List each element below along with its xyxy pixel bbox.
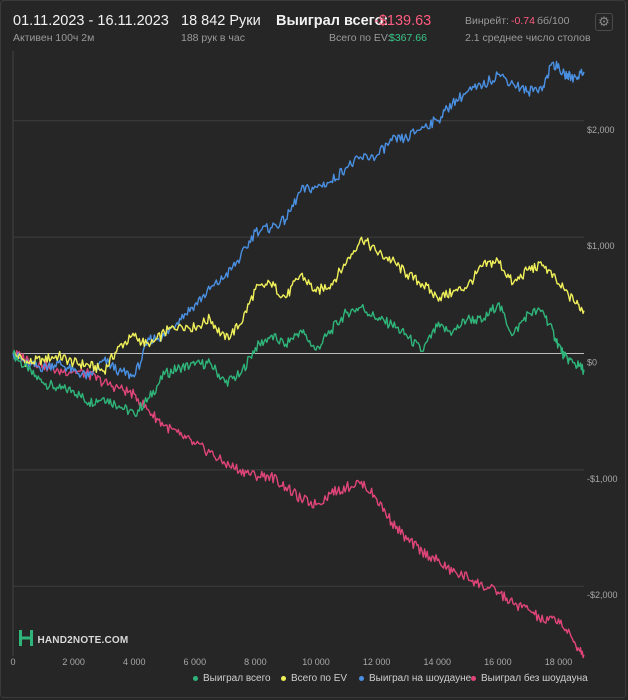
won-total-value: -$139.63: [374, 13, 432, 29]
logo-text: HAND2NOTE.COM: [37, 635, 129, 646]
series-line: [12, 60, 585, 380]
x-tick-label: 4 000: [123, 657, 146, 667]
winrate-unit: бб/100: [537, 15, 570, 27]
active-time: Активен 100ч 2м: [13, 32, 95, 44]
legend-label: Выиграл на шоудауне: [369, 673, 472, 684]
legend-dot-icon: [359, 675, 364, 681]
series-line: [12, 350, 585, 659]
legend-label: Всего по EV: [291, 673, 348, 684]
chart-legend: Выиграл всего Всего по EV Выиграл на шоуда…: [1, 673, 625, 693]
x-tick-label: 14 000: [423, 657, 451, 667]
average-tables: 2.1 среднее число столов: [465, 32, 591, 44]
legend-dot-icon: [193, 675, 198, 681]
x-tick-label: 8 000: [244, 657, 267, 667]
x-tick-label: 6 000: [184, 657, 207, 667]
y-tick-label: $0: [587, 358, 597, 368]
y-tick-label: $2,000: [587, 125, 615, 135]
x-tick-label: 16 000: [484, 657, 512, 667]
y-tick-label: $1,000: [587, 241, 615, 251]
x-tick-label: 0: [10, 657, 15, 667]
won-total-label: Выиграл всего:: [276, 13, 389, 29]
legend-dot-icon: [471, 675, 476, 681]
x-tick-label: 18 000: [545, 657, 573, 667]
ev-total-value: $367.66: [389, 32, 427, 44]
x-tick-label: 2 000: [62, 657, 85, 667]
winrate-value: -0.74: [511, 15, 535, 27]
hand2note-logo: HAND2NOTE.COM: [19, 630, 128, 651]
date-range[interactable]: 01.11.2023 - 16.11.2023: [13, 13, 169, 29]
legend-item[interactable]: Выиграл всего: [193, 673, 271, 684]
stats-header: 01.11.2023 - 16.11.2023 Активен 100ч 2м …: [1, 1, 625, 51]
y-tick-label: -$1,000: [587, 474, 618, 484]
series-line: [12, 236, 585, 375]
hands-per-hour: 188 рук в час: [181, 32, 245, 44]
x-tick-label: 12 000: [363, 657, 391, 667]
x-tick-label: 10 000: [302, 657, 330, 667]
series-line: [12, 302, 585, 417]
legend-label: Выиграл всего: [203, 673, 271, 684]
legend-item[interactable]: Всего по EV: [281, 673, 347, 684]
legend-dot-icon: [281, 675, 286, 681]
winrate-label: Винрейт:: [465, 15, 509, 27]
y-tick-label: -$2,000: [587, 590, 618, 600]
legend-label: Выиграл без шоудауна: [481, 673, 588, 684]
hands-count: 18 842 Руки: [181, 13, 261, 29]
gear-icon[interactable]: ⚙: [595, 13, 613, 31]
logo-icon: [19, 630, 33, 651]
legend-item[interactable]: Выиграл на шоудауне: [359, 673, 471, 684]
ev-total-label: Всего по EV:: [329, 32, 391, 44]
legend-item[interactable]: Выиграл без шоудауна: [471, 673, 588, 684]
